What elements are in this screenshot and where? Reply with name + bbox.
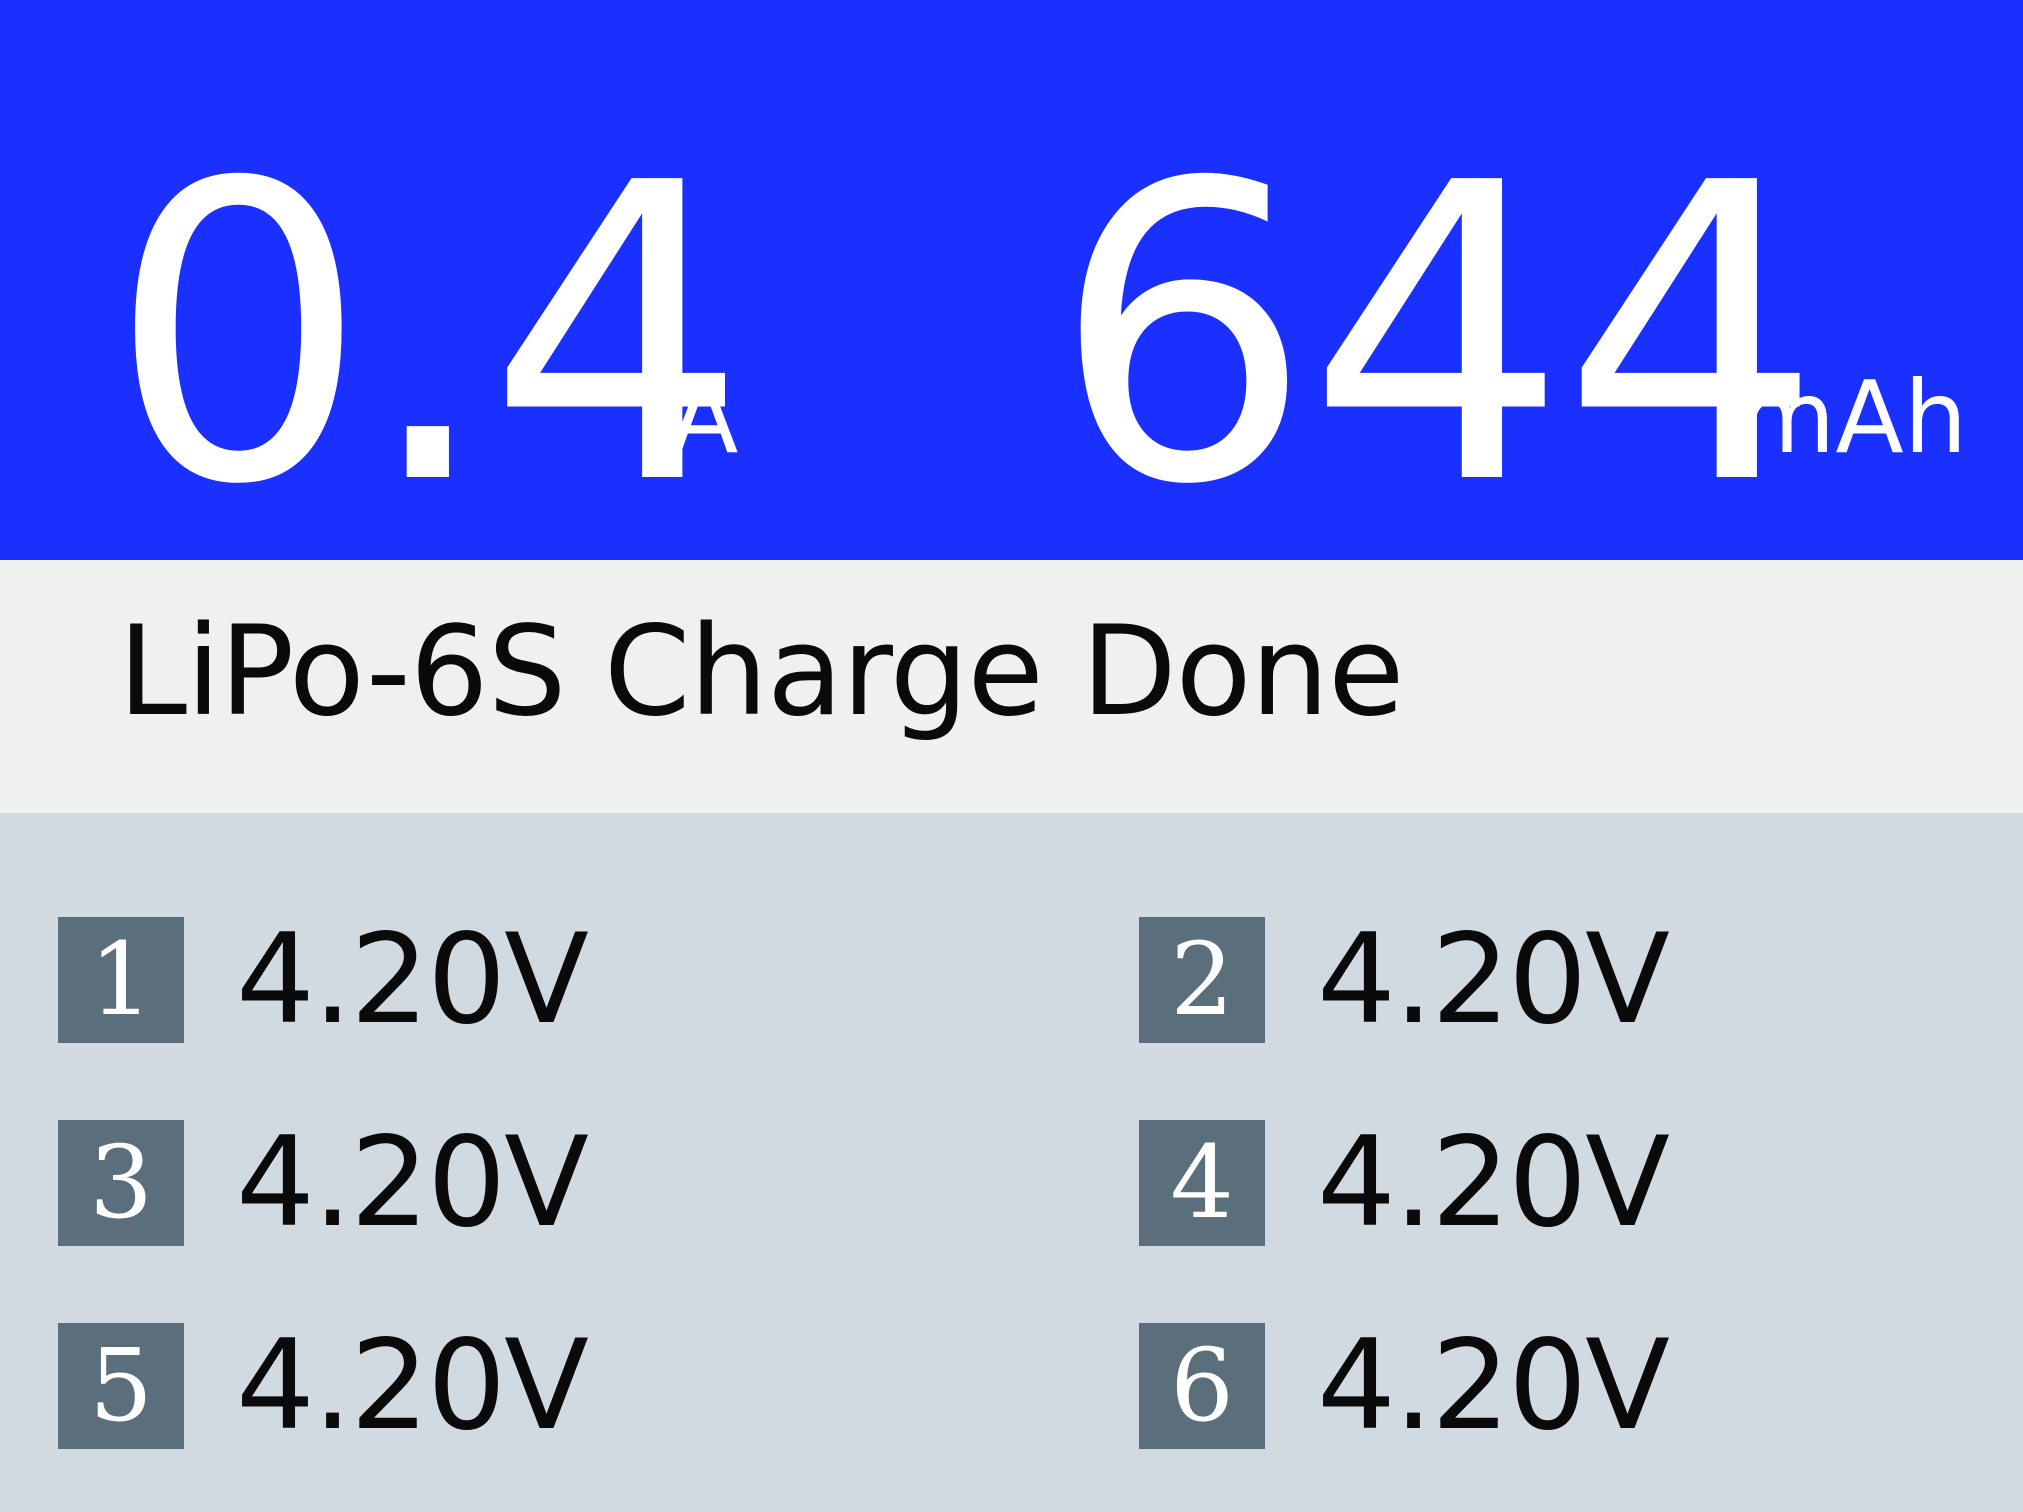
cell-1: 1 4.20V [58, 917, 858, 1043]
readout-panel: 0.4 A 644 mAh [0, 0, 2023, 560]
cell-voltage: 4.20V [236, 1111, 589, 1255]
cell-index-badge: 3 [58, 1120, 184, 1246]
cell-3: 3 4.20V [58, 1120, 858, 1246]
capacity-value: 644 [1052, 96, 1823, 574]
current-unit: A [670, 359, 739, 476]
cell-5: 5 4.20V [58, 1323, 858, 1449]
cell-voltage: 4.20V [236, 908, 589, 1052]
cell-index-badge: 4 [1139, 1120, 1265, 1246]
status-text: LiPo-6S Charge Done [118, 600, 1404, 744]
cell-voltage: 4.20V [236, 1314, 589, 1458]
cell-index-badge: 2 [1139, 917, 1265, 1043]
cell-index-badge: 6 [1139, 1323, 1265, 1449]
cell-voltage: 4.20V [1317, 1111, 1670, 1255]
cell-2: 2 4.20V [1139, 917, 1939, 1043]
cell-index-badge: 5 [58, 1323, 184, 1449]
status-bar [0, 560, 2023, 813]
cell-voltage: 4.20V [1317, 1314, 1670, 1458]
cell-6: 6 4.20V [1139, 1323, 1939, 1449]
current-value: 0.4 [108, 96, 748, 574]
cell-4: 4 4.20V [1139, 1120, 1939, 1246]
cell-index-badge: 1 [58, 917, 184, 1043]
capacity-unit: mAh [1738, 359, 1968, 476]
cell-voltage-panel [0, 813, 2023, 1512]
cell-voltage: 4.20V [1317, 908, 1670, 1052]
